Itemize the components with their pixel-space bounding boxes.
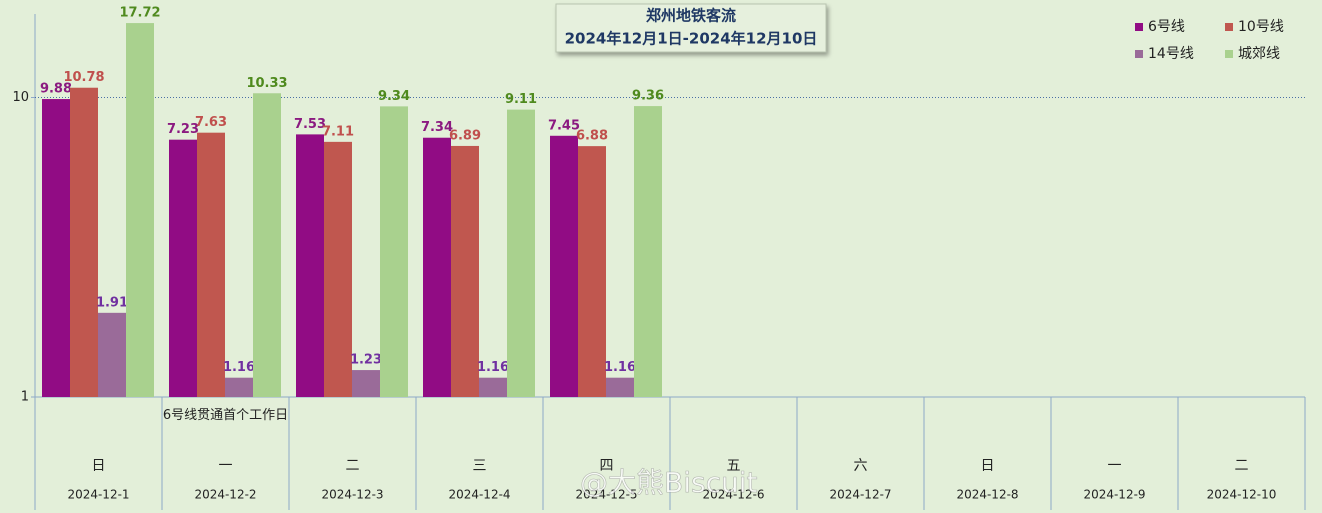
y-tick-label: 10 bbox=[12, 90, 29, 105]
legend-swatch bbox=[1225, 23, 1233, 31]
x-tick-label: 2024-12-1 bbox=[67, 488, 129, 502]
bar bbox=[507, 109, 535, 398]
bar bbox=[70, 87, 98, 397]
data-label: 7.34 bbox=[421, 120, 453, 135]
data-label: 10.33 bbox=[246, 76, 287, 91]
bar bbox=[98, 312, 126, 397]
bar bbox=[296, 134, 324, 397]
legend-swatch bbox=[1135, 50, 1143, 58]
bar bbox=[352, 370, 380, 397]
bar bbox=[253, 93, 281, 397]
bar bbox=[380, 106, 408, 397]
x-tick-label: 2024-12-6 bbox=[702, 488, 764, 502]
x-tick-label: 2024-12-8 bbox=[956, 488, 1018, 502]
legend-label: 14号线 bbox=[1148, 46, 1194, 62]
chart-subtitle: 2024年12月1日-2024年12月10日 bbox=[565, 30, 818, 48]
data-label: 9.11 bbox=[505, 92, 537, 107]
chart-title: 郑州地铁客流 bbox=[646, 7, 736, 25]
bar bbox=[197, 132, 225, 397]
data-label: 17.72 bbox=[119, 6, 160, 21]
watermark: @大熊Biscuit bbox=[580, 466, 757, 499]
title-box bbox=[555, 3, 827, 53]
data-label: 9.36 bbox=[632, 89, 664, 104]
data-label: 10.78 bbox=[63, 70, 104, 85]
legend-label: 6号线 bbox=[1148, 19, 1185, 35]
x-tick-label: 日 bbox=[981, 458, 995, 474]
data-label: 6.89 bbox=[449, 128, 481, 143]
annotation-text: 6号线贯通首个工作日 bbox=[162, 408, 289, 423]
bar bbox=[225, 377, 253, 397]
bar bbox=[479, 377, 507, 397]
bar bbox=[126, 23, 154, 397]
x-tick-label: 2024-12-5 bbox=[575, 488, 637, 502]
legend-label: 10号线 bbox=[1238, 19, 1284, 35]
data-label: 7.45 bbox=[548, 118, 580, 133]
data-label: 7.11 bbox=[322, 124, 354, 139]
x-tick-label: 五 bbox=[727, 458, 741, 474]
bar bbox=[606, 377, 634, 397]
x-tick-label: 一 bbox=[219, 458, 233, 474]
data-label: 7.23 bbox=[167, 122, 199, 137]
legend-label: 城郊线 bbox=[1238, 45, 1280, 62]
bar bbox=[423, 137, 451, 397]
data-label: 1.23 bbox=[350, 353, 382, 368]
legend-swatch bbox=[1135, 23, 1143, 31]
bar bbox=[42, 99, 70, 398]
x-tick-label: 2024-12-7 bbox=[829, 488, 891, 502]
bar bbox=[634, 106, 662, 398]
x-tick-label: 2024-12-9 bbox=[1083, 488, 1145, 502]
x-tick-label: 日 bbox=[92, 458, 106, 474]
annotation: 6号线贯通首个工作日 bbox=[162, 408, 289, 423]
x-tick-label: 二 bbox=[346, 458, 360, 474]
bar bbox=[451, 145, 479, 397]
y-tick-label: 1 bbox=[21, 390, 29, 405]
legend-swatch bbox=[1225, 50, 1233, 58]
x-tick-label: 2024-12-3 bbox=[321, 488, 383, 502]
x-tick-label: 二 bbox=[1235, 458, 1249, 474]
bar bbox=[169, 139, 197, 398]
data-label: 1.16 bbox=[604, 360, 636, 375]
x-tick-label: 四 bbox=[600, 458, 614, 474]
data-label: 1.16 bbox=[223, 360, 255, 375]
bar bbox=[550, 135, 578, 397]
x-tick-label: 三 bbox=[473, 458, 487, 474]
x-tick-label: 2024-12-4 bbox=[448, 488, 510, 502]
data-label: 7.63 bbox=[195, 115, 227, 130]
data-label: 1.16 bbox=[477, 360, 509, 375]
data-label: 9.34 bbox=[378, 89, 410, 104]
data-label: 6.88 bbox=[576, 129, 608, 144]
x-tick-label: 2024-12-10 bbox=[1207, 488, 1277, 502]
data-label: 7.53 bbox=[294, 117, 326, 132]
data-label: 9.88 bbox=[40, 82, 72, 97]
x-tick-label: 2024-12-2 bbox=[194, 488, 256, 502]
data-label: 1.91 bbox=[96, 295, 128, 310]
bar bbox=[324, 141, 352, 397]
x-tick-label: 六 bbox=[854, 458, 868, 474]
x-tick-label: 一 bbox=[1108, 458, 1122, 474]
bar bbox=[578, 146, 606, 397]
